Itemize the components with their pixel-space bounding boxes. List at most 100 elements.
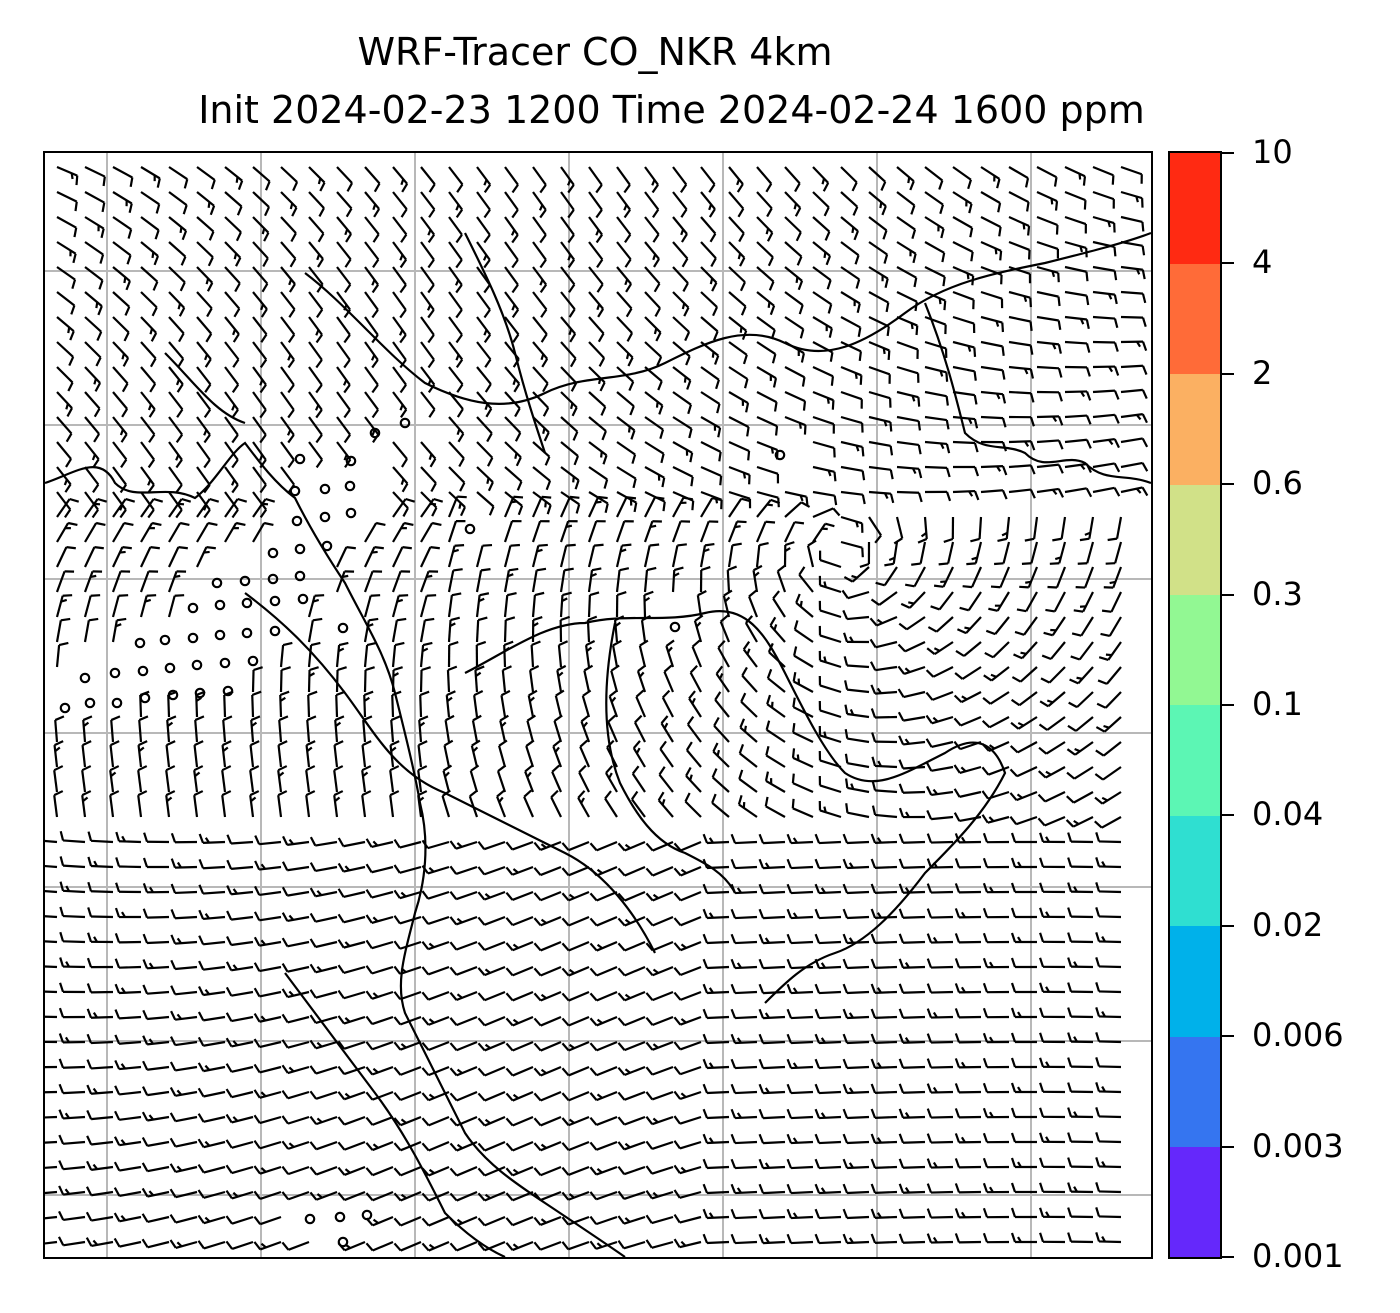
wind-barb bbox=[420, 191, 436, 218]
wind-barb bbox=[726, 565, 738, 593]
wind-barb bbox=[505, 965, 534, 977]
wind-barb bbox=[644, 266, 661, 293]
wind-barb bbox=[1009, 766, 1038, 778]
wind-barb bbox=[1039, 1132, 1066, 1144]
wind-barb bbox=[421, 865, 450, 875]
wind-barb bbox=[198, 884, 226, 895]
wind-barb bbox=[702, 1158, 730, 1170]
wind-barb bbox=[616, 241, 632, 268]
wind-barb bbox=[420, 546, 440, 568]
wind-barb bbox=[363, 690, 374, 718]
wind-barb bbox=[141, 1187, 170, 1198]
wind-barb bbox=[644, 291, 661, 317]
wind-barb bbox=[1097, 666, 1122, 685]
wind-barb bbox=[308, 291, 324, 318]
wind-barb bbox=[845, 803, 870, 819]
wind-barb bbox=[840, 191, 859, 216]
wind-barb bbox=[672, 441, 694, 463]
wind-barb bbox=[897, 711, 926, 722]
wind-barb bbox=[589, 915, 618, 927]
wind-barb bbox=[1039, 1207, 1066, 1219]
wind-barb bbox=[786, 858, 814, 870]
wind-barb bbox=[1008, 166, 1030, 188]
wind-barb bbox=[559, 591, 572, 618]
wind-barb bbox=[868, 266, 889, 289]
wind-barb bbox=[740, 692, 758, 718]
wind-barb bbox=[392, 546, 412, 568]
colorbar-tick-label: 4 bbox=[1252, 243, 1273, 282]
wind-barb bbox=[361, 740, 372, 768]
calm-wind-circle bbox=[267, 547, 279, 559]
wind-barb bbox=[952, 415, 979, 429]
wind-barb bbox=[955, 641, 982, 657]
wind-barb bbox=[756, 341, 777, 364]
wind-barb bbox=[868, 365, 891, 384]
chart-title: WRF-Tracer CO_NKR 4km bbox=[357, 30, 833, 74]
wind-barb bbox=[442, 764, 453, 793]
wind-barb bbox=[449, 1090, 478, 1102]
wind-barb bbox=[645, 1239, 674, 1249]
wind-barb bbox=[365, 1040, 394, 1051]
wind-barb bbox=[142, 908, 170, 919]
wind-barb bbox=[56, 165, 79, 186]
wind-barb bbox=[559, 520, 578, 543]
wind-barb bbox=[365, 939, 394, 950]
wind-barb bbox=[814, 1008, 842, 1020]
wind-barb bbox=[812, 465, 837, 482]
wind-barb bbox=[505, 940, 534, 952]
wind-barb bbox=[772, 590, 786, 618]
wind-barb bbox=[561, 1215, 590, 1226]
calm-wind-circle bbox=[191, 659, 203, 671]
wind-barb bbox=[644, 391, 664, 415]
wind-barb bbox=[1039, 982, 1066, 994]
wind-barb bbox=[475, 543, 493, 568]
wind-barb bbox=[898, 1033, 926, 1044]
wind-barb bbox=[279, 641, 293, 668]
wind-barb bbox=[281, 962, 310, 973]
wind-barb bbox=[728, 316, 748, 340]
wind-barb bbox=[419, 641, 433, 668]
wind-barb bbox=[791, 748, 814, 768]
wind-barb bbox=[843, 632, 870, 644]
wind-barb bbox=[758, 1158, 786, 1170]
colorbar-band bbox=[1170, 373, 1220, 485]
wind-barb bbox=[168, 241, 187, 266]
wind-barb bbox=[898, 807, 926, 819]
wind-barb bbox=[364, 191, 381, 218]
wind-barb bbox=[985, 616, 1010, 636]
wind-barb bbox=[196, 241, 214, 267]
wind-barb bbox=[784, 521, 805, 543]
wind-barb bbox=[617, 990, 646, 1002]
wind-barb bbox=[786, 1233, 814, 1245]
wind-barb bbox=[980, 440, 1008, 452]
wind-barb bbox=[58, 1134, 86, 1145]
wind-barb bbox=[1067, 1132, 1094, 1144]
wind-barb bbox=[870, 1108, 898, 1119]
wind-barb bbox=[56, 216, 78, 238]
wind-barb bbox=[1039, 1232, 1066, 1244]
wind-barb bbox=[113, 1212, 142, 1223]
wind-barb bbox=[113, 1237, 142, 1248]
wind-barb bbox=[896, 440, 922, 455]
wind-barb bbox=[954, 858, 982, 869]
wind-barb bbox=[982, 1232, 1010, 1244]
wind-barb bbox=[616, 416, 636, 440]
wind-barb bbox=[842, 1233, 870, 1245]
wind-barb bbox=[700, 291, 719, 317]
wind-barb bbox=[1036, 315, 1062, 331]
wind-barb bbox=[45, 940, 58, 944]
wind-barb bbox=[308, 241, 324, 268]
wind-barb bbox=[818, 700, 842, 719]
wind-barb bbox=[952, 191, 973, 214]
wind-barb bbox=[784, 415, 807, 435]
wind-barb bbox=[1120, 340, 1148, 351]
wind-barb bbox=[728, 497, 751, 518]
wind-barb bbox=[392, 216, 408, 243]
wind-barb bbox=[586, 615, 598, 643]
wind-barb bbox=[393, 1190, 422, 1202]
wind-barb bbox=[468, 789, 479, 818]
wind-barb bbox=[84, 391, 101, 418]
wind-barb bbox=[170, 883, 198, 895]
wind-barb bbox=[251, 666, 263, 693]
wind-barb bbox=[1095, 857, 1122, 869]
